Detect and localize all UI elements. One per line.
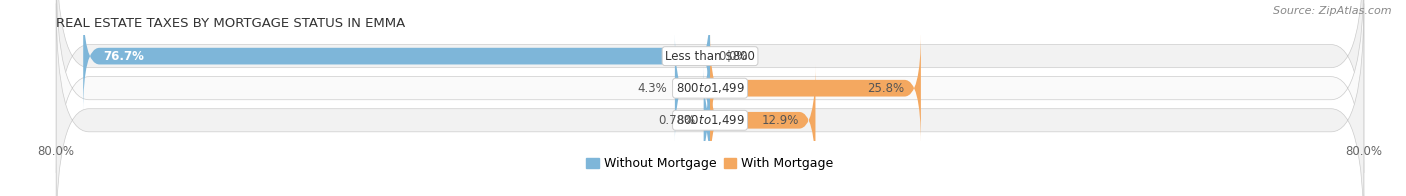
- Legend: Without Mortgage, With Mortgage: Without Mortgage, With Mortgage: [581, 152, 839, 175]
- Text: REAL ESTATE TAXES BY MORTGAGE STATUS IN EMMA: REAL ESTATE TAXES BY MORTGAGE STATUS IN …: [56, 17, 405, 30]
- Text: $800 to $1,499: $800 to $1,499: [675, 113, 745, 127]
- FancyBboxPatch shape: [710, 64, 815, 176]
- Text: $800 to $1,499: $800 to $1,499: [675, 81, 745, 95]
- Text: 12.9%: 12.9%: [762, 114, 799, 127]
- Text: Less than $800: Less than $800: [665, 50, 755, 63]
- Text: Source: ZipAtlas.com: Source: ZipAtlas.com: [1274, 6, 1392, 16]
- Text: 76.7%: 76.7%: [104, 50, 145, 63]
- Text: 25.8%: 25.8%: [868, 82, 904, 95]
- FancyBboxPatch shape: [56, 0, 1364, 196]
- Text: 0.0%: 0.0%: [718, 50, 748, 63]
- FancyBboxPatch shape: [56, 0, 1364, 173]
- Text: 0.78%: 0.78%: [658, 114, 696, 127]
- FancyBboxPatch shape: [710, 32, 921, 144]
- FancyBboxPatch shape: [693, 64, 720, 176]
- FancyBboxPatch shape: [83, 0, 710, 112]
- FancyBboxPatch shape: [675, 32, 710, 144]
- FancyBboxPatch shape: [56, 4, 1364, 196]
- Text: 4.3%: 4.3%: [637, 82, 666, 95]
